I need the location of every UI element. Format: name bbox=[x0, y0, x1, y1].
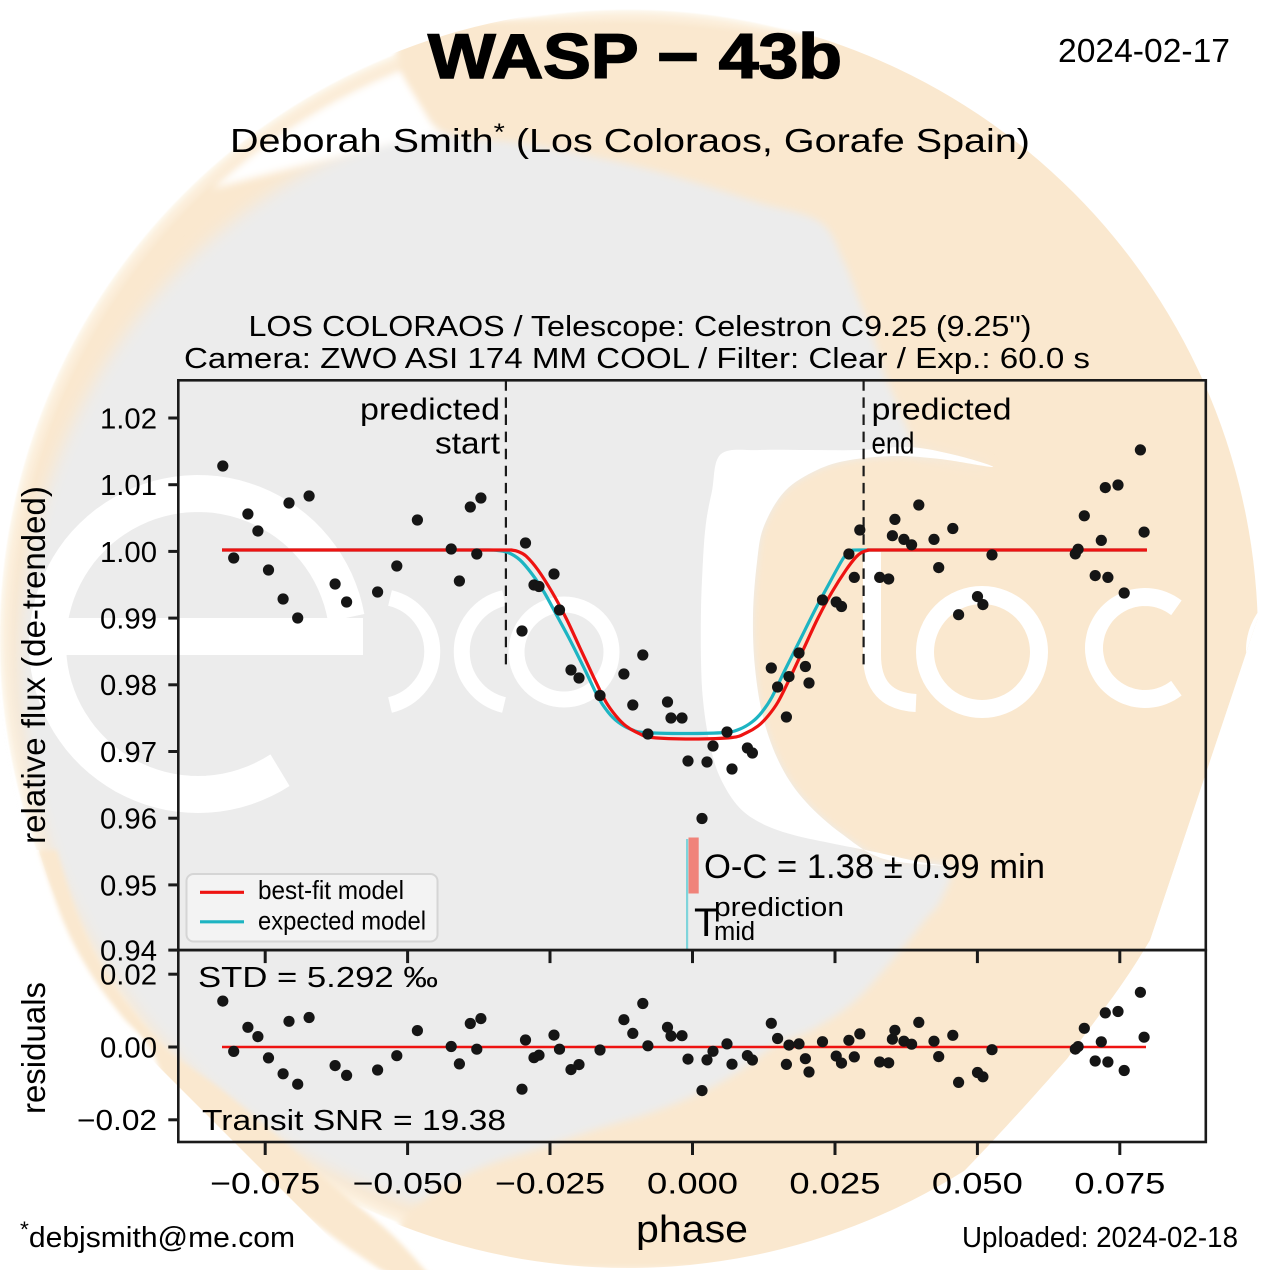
svg-text:best-fit model: best-fit model bbox=[258, 875, 404, 905]
svg-text:1.01: 1.01 bbox=[100, 470, 157, 502]
svg-text:0.94: 0.94 bbox=[100, 936, 157, 968]
svg-text:expected model: expected model bbox=[258, 906, 426, 936]
svg-text:−0.075: −0.075 bbox=[210, 1168, 320, 1201]
svg-text:prediction: prediction bbox=[714, 894, 844, 922]
svg-text:O-C = 1.38 ± 0.99 min: O-C = 1.38 ± 0.99 min bbox=[704, 848, 1045, 886]
svg-text:0.050: 0.050 bbox=[932, 1168, 1023, 1201]
svg-text:0.00: 0.00 bbox=[100, 1032, 157, 1064]
svg-text:1.00: 1.00 bbox=[100, 537, 157, 569]
svg-text:Uploaded: 2024-02-18: Uploaded: 2024-02-18 bbox=[962, 1222, 1238, 1254]
svg-text:0.02: 0.02 bbox=[100, 960, 157, 992]
svg-text:0.96: 0.96 bbox=[100, 804, 157, 836]
svg-text:residuals: residuals bbox=[15, 982, 52, 1114]
svg-text:0.075: 0.075 bbox=[1074, 1168, 1165, 1201]
svg-text:predicted: predicted bbox=[360, 392, 500, 427]
svg-text:Transit SNR = 19.38: Transit SNR = 19.38 bbox=[202, 1105, 506, 1137]
svg-text:1.02: 1.02 bbox=[100, 403, 157, 435]
svg-text:phase: phase bbox=[636, 1209, 748, 1251]
svg-text:Deborah Smith* (Los Coloraos,: Deborah Smith * (Los Coloraos, Gorafe Spa… bbox=[230, 119, 1030, 159]
svg-text:−0.050: −0.050 bbox=[353, 1168, 463, 1201]
svg-text:−0.02: −0.02 bbox=[77, 1105, 157, 1137]
svg-text:−0.025: −0.025 bbox=[495, 1168, 605, 1201]
svg-text:LOS COLORAOS / Telescope: Cele: LOS COLORAOS / Telescope: Celestron C9.2… bbox=[249, 311, 1032, 343]
svg-text:relative flux (de-trended): relative flux (de-trended) bbox=[15, 486, 52, 844]
svg-text:WASP − 43b: WASP − 43b bbox=[428, 22, 842, 92]
svg-text:2024-02-17: 2024-02-17 bbox=[1058, 32, 1230, 69]
svg-text:0.98: 0.98 bbox=[100, 670, 157, 702]
svg-text:STD = 5.292 ‰: STD = 5.292 ‰ bbox=[198, 962, 438, 994]
svg-text:predicted: predicted bbox=[872, 392, 1012, 427]
svg-text:mid: mid bbox=[714, 918, 755, 946]
svg-text:0.95: 0.95 bbox=[100, 870, 157, 902]
svg-text:0.97: 0.97 bbox=[100, 737, 157, 769]
svg-text:*debjsmith@me.com: *debjsmith@me.com bbox=[20, 1217, 295, 1254]
svg-text:T: T bbox=[694, 901, 718, 945]
svg-text:0.99: 0.99 bbox=[100, 604, 157, 636]
svg-text:start: start bbox=[435, 426, 500, 461]
svg-text:0.000: 0.000 bbox=[647, 1168, 738, 1201]
svg-text:end: end bbox=[872, 426, 915, 461]
svg-text:Camera: ZWO ASI 174 MM COOL /: Camera: ZWO ASI 174 MM COOL / Filter: Cl… bbox=[184, 343, 1090, 375]
svg-text:0.025: 0.025 bbox=[789, 1168, 880, 1201]
